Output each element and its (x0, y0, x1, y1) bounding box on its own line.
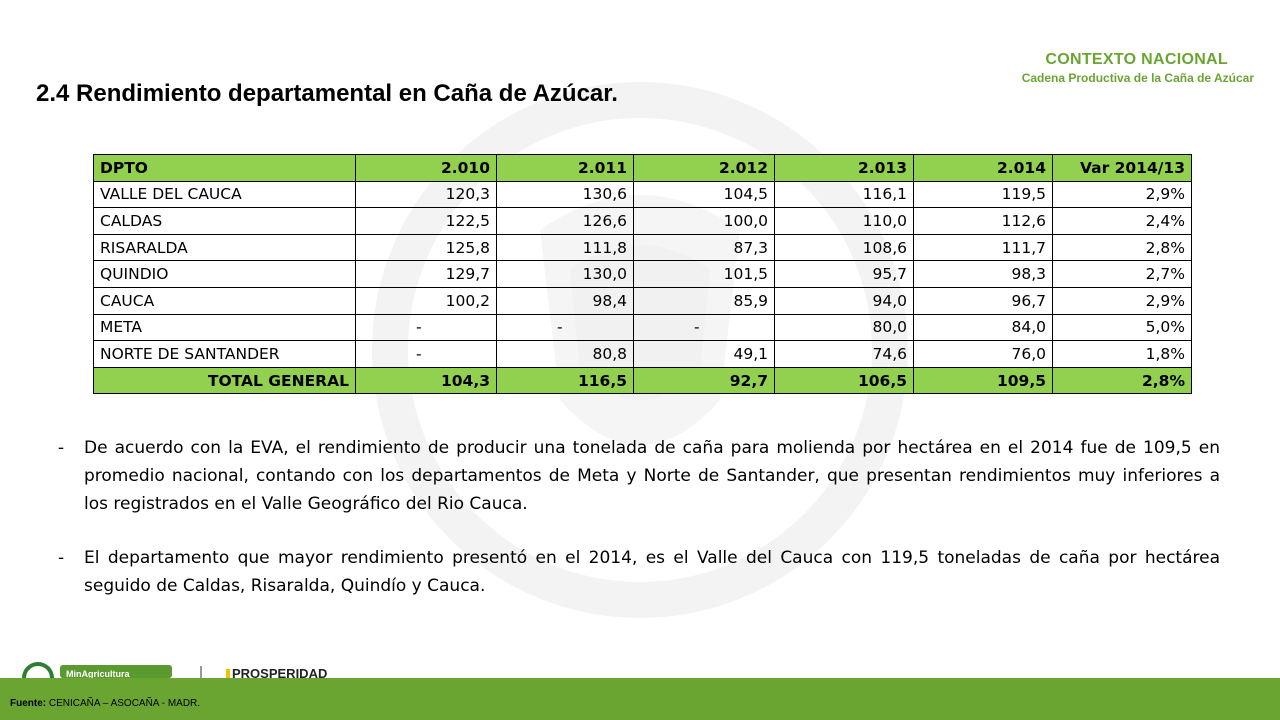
header-2010: 2.010 (355, 154, 497, 182)
cell-value: 94,0 (774, 286, 914, 315)
minagricultura-logo-shape (60, 665, 172, 678)
header-dpto: DPTO (93, 154, 356, 182)
source-text: CENICAÑA – ASOCAÑA - MADR. (46, 698, 201, 709)
cell-value: 110,0 (774, 207, 914, 235)
header-2011: 2.011 (496, 154, 634, 182)
cell-dpto: VALLE DEL CAUCA (93, 180, 356, 209)
cell-value: 111,7 (913, 233, 1053, 262)
cell-value: 119,5 (913, 180, 1053, 209)
bullet-dash: - (58, 438, 65, 458)
cell-value: 108,6 (774, 233, 914, 262)
cell-var: 5,0% (1052, 313, 1192, 342)
cell-value: 87,3 (633, 233, 775, 262)
cell-value: 126,6 (496, 207, 634, 235)
context-title: CONTEXTO NACIONAL (1045, 51, 1228, 68)
cell-dpto: QUINDIO (93, 260, 356, 288)
context-subtitle: Cadena Productiva de la Caña de Azúcar (1021, 71, 1254, 85)
cell-value: 95,7 (774, 260, 914, 288)
cell-value: 49,1 (633, 340, 775, 368)
cell-value: 120,3 (355, 180, 497, 209)
cell-dpto: META (93, 313, 356, 342)
header-2012: 2.012 (633, 154, 775, 182)
cell-value: 130,6 (496, 180, 634, 209)
cell-value: 122,5 (355, 207, 497, 235)
cell-value: 111,8 (496, 233, 634, 262)
cell-value: 129,7 (355, 260, 497, 288)
cell-value: 80,0 (774, 313, 914, 342)
header-2014: 2.014 (913, 154, 1053, 182)
cell-value: 85,9 (633, 286, 775, 315)
table-row: QUINDIO 129,7 130,0 101,5 95,7 98,3 2,7% (93, 260, 1192, 288)
cell-value: - (355, 340, 497, 368)
bullet-dash: - (58, 548, 65, 568)
cell-value: - (355, 313, 497, 342)
total-label: TOTAL GENERAL (93, 366, 356, 395)
table-row: META - - - 80,0 84,0 5,0% (93, 313, 1192, 342)
header-var: Var 2014/13 (1052, 154, 1192, 182)
cell-value: 112,6 (913, 207, 1053, 235)
page-title: 2.4 Rendimiento departamental en Caña de… (36, 80, 618, 107)
cell-value: 80,8 (496, 340, 634, 368)
cell-dpto: RISARALDA (93, 233, 356, 262)
cell-value: 98,3 (913, 260, 1053, 288)
cell-value: 100,0 (633, 207, 775, 235)
total-value: 109,5 (913, 366, 1053, 395)
table-row: RISARALDA 125,8 111,8 87,3 108,6 111,7 2… (93, 233, 1192, 262)
cell-value: 116,1 (774, 180, 914, 209)
table-row: NORTE DE SANTANDER - 80,8 49,1 74,6 76,0… (93, 340, 1192, 368)
cell-value: - (496, 313, 634, 342)
cell-var: 2,9% (1052, 180, 1192, 209)
cell-dpto: NORTE DE SANTANDER (93, 340, 356, 368)
bullet-item: - El departamento que mayor rendimiento … (58, 544, 1220, 600)
total-value: 116,5 (496, 366, 634, 395)
context-header: CONTEXTO NACIONAL Cadena Productiva de l… (1022, 51, 1254, 85)
logo-divider (200, 666, 202, 678)
cell-value: 104,5 (633, 180, 775, 209)
cell-value: 98,4 (496, 286, 634, 315)
cell-var: 2,8% (1052, 233, 1192, 262)
table-total-row: TOTAL GENERAL 104,3 116,5 92,7 106,5 109… (93, 366, 1192, 395)
cell-value: 76,0 (913, 340, 1053, 368)
table-row: CAUCA 100,2 98,4 85,9 94,0 96,7 2,9% (93, 286, 1192, 315)
cell-value: 100,2 (355, 286, 497, 315)
bullet-text: De acuerdo con la EVA, el rendimiento de… (84, 438, 1220, 514)
table-row: VALLE DEL CAUCA 120,3 130,6 104,5 116,1 … (93, 180, 1192, 209)
minagricultura-logo-text: MinAgricultura (66, 669, 130, 678)
cell-dpto: CALDAS (93, 207, 356, 235)
source-label: Fuente: (10, 698, 47, 709)
prosperidad-flag-icon (226, 669, 230, 678)
cell-value: 130,0 (496, 260, 634, 288)
yield-table: DPTO 2.010 2.011 2.012 2.013 2.014 Var 2… (93, 154, 1192, 395)
bullet-item: - De acuerdo con la EVA, el rendimiento … (58, 434, 1220, 518)
cell-value: 96,7 (913, 286, 1053, 315)
prosperidad-logo-text: PROSPERIDAD (232, 666, 327, 678)
total-value: 104,3 (355, 366, 497, 395)
cell-var: 2,9% (1052, 286, 1192, 315)
bullet-list: - De acuerdo con la EVA, el rendimiento … (58, 434, 1220, 626)
cell-value: 74,6 (774, 340, 914, 368)
cell-var: 2,7% (1052, 260, 1192, 288)
government-logos: MinAgricultura PROSPERIDAD (22, 662, 327, 678)
cell-value: 101,5 (633, 260, 775, 288)
cell-value: 125,8 (355, 233, 497, 262)
bullet-text: El departamento que mayor rendimiento pr… (84, 548, 1220, 596)
total-value: 106,5 (774, 366, 914, 395)
table-header-row: DPTO 2.010 2.011 2.012 2.013 2.014 Var 2… (93, 154, 1192, 182)
cell-var: 2,4% (1052, 207, 1192, 235)
cell-value: - (633, 313, 775, 342)
cell-value: 84,0 (913, 313, 1053, 342)
total-var: 2,8% (1052, 366, 1192, 395)
total-value: 92,7 (633, 366, 775, 395)
cell-dpto: CAUCA (93, 286, 356, 315)
footer-bar (0, 678, 1280, 720)
cell-var: 1,8% (1052, 340, 1192, 368)
table-row: CALDAS 122,5 126,6 100,0 110,0 112,6 2,4… (93, 207, 1192, 235)
header-2013: 2.013 (774, 154, 914, 182)
source-note: Fuente: CENICAÑA – ASOCAÑA - MADR. (10, 698, 200, 709)
